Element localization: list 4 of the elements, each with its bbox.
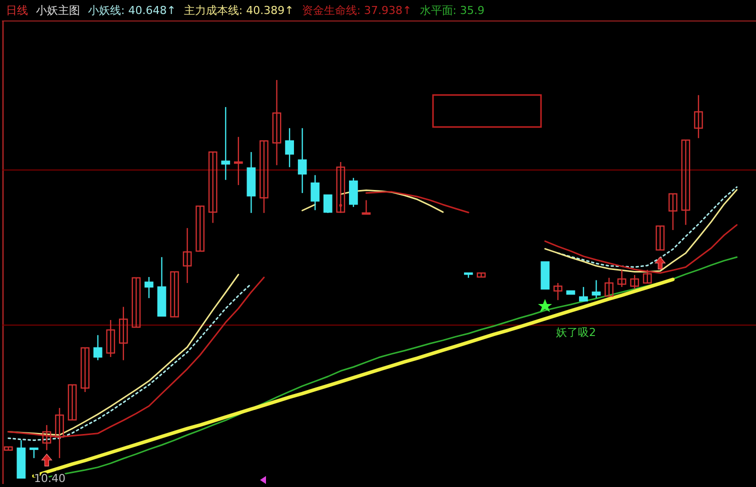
annotation: 10.40 bbox=[34, 472, 66, 485]
subtitle: 小妖主图 bbox=[36, 4, 80, 17]
title: 日线 bbox=[6, 4, 28, 17]
annotation: 妖了吸2 bbox=[556, 326, 596, 339]
